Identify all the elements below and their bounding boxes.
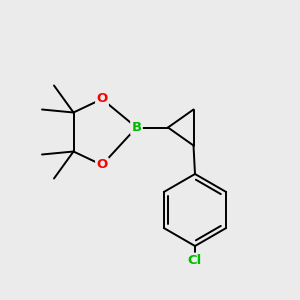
Text: O: O <box>96 158 108 172</box>
Text: B: B <box>131 121 142 134</box>
Text: Cl: Cl <box>188 254 202 267</box>
Text: O: O <box>96 92 108 106</box>
